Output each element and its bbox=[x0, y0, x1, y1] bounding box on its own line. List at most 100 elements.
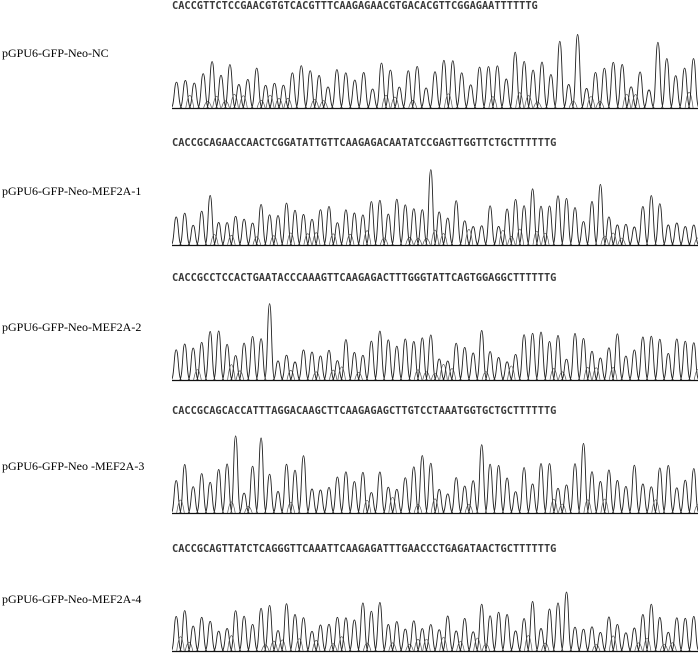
trace-peak bbox=[536, 61, 548, 109]
trace-peak bbox=[569, 626, 581, 652]
trace-minor-peak bbox=[413, 237, 423, 246]
trace-peak bbox=[620, 485, 632, 514]
trace-minor-peak bbox=[515, 92, 525, 109]
trace-peak bbox=[501, 361, 513, 381]
trace-peak bbox=[562, 84, 575, 109]
trace-minor-peak bbox=[568, 100, 578, 109]
trace-peak bbox=[268, 82, 281, 109]
sequence-text: CACCGCAGCACCATTTAGGACAAGCTTCAAGAGAGCTTGT… bbox=[172, 405, 557, 417]
trace-minor-peak bbox=[524, 635, 533, 652]
trace-peak bbox=[382, 624, 395, 652]
trace-minor-peak bbox=[303, 233, 312, 246]
trace-minor-peak bbox=[379, 237, 389, 246]
trace-peak bbox=[484, 351, 496, 381]
trace-peak bbox=[289, 614, 301, 652]
trace-peak bbox=[628, 226, 640, 246]
trace-minor-peak bbox=[319, 100, 328, 109]
trace-peak bbox=[238, 218, 250, 246]
trace-peak bbox=[272, 215, 284, 246]
trace-peak bbox=[365, 340, 378, 381]
trace-peak bbox=[458, 346, 471, 381]
trace-peak bbox=[611, 224, 624, 246]
trace-minor-peak bbox=[286, 501, 295, 514]
trace-peak bbox=[577, 337, 590, 381]
trace-minor-peak bbox=[408, 100, 418, 109]
trace-panel-nc: CACCGTTCTCCGAACGTGTCACGTTTCAAGAGAACGTGAC… bbox=[0, 0, 700, 122]
trace-minor-peak bbox=[447, 368, 457, 381]
trace-panel-mef2a-4: CACCGCAGTTATCTCAGGGTTCAAATTCAAGAGATTTGAA… bbox=[0, 543, 700, 665]
trace-peak bbox=[475, 603, 488, 652]
trace-peak bbox=[501, 208, 513, 246]
trace-peak bbox=[411, 65, 424, 109]
construct-label: pGPU6-GFP-Neo-MEF2A-1 bbox=[2, 184, 142, 198]
trace-peak bbox=[229, 355, 242, 381]
trace-peak bbox=[671, 487, 683, 514]
trace-minor-peak bbox=[634, 642, 643, 652]
trace-peak bbox=[509, 353, 522, 381]
trace-peak bbox=[442, 360, 454, 381]
trace-peak bbox=[204, 331, 216, 381]
trace-peak bbox=[304, 70, 317, 109]
trace-peak bbox=[491, 65, 504, 109]
trace-peak bbox=[289, 209, 301, 246]
trace-minor-peak bbox=[422, 638, 431, 652]
trace-minor-peak bbox=[558, 371, 567, 381]
trace-peak bbox=[229, 435, 242, 514]
trace-peak bbox=[442, 493, 454, 514]
trace-peak bbox=[195, 341, 208, 381]
trace-minor-peak bbox=[362, 230, 372, 246]
trace-minor-peak bbox=[227, 635, 236, 652]
trace-minor-peak bbox=[329, 643, 338, 652]
trace-peak bbox=[331, 616, 344, 652]
trace-minor-peak bbox=[286, 232, 295, 246]
trace-peak bbox=[272, 630, 284, 652]
trace-peak bbox=[535, 331, 547, 381]
trace-peak bbox=[484, 463, 496, 514]
trace-minor-peak bbox=[430, 229, 440, 246]
trace-minor-peak bbox=[221, 100, 230, 109]
trace-peak bbox=[286, 72, 299, 109]
trace-peak bbox=[586, 350, 598, 381]
trace-peak bbox=[662, 631, 674, 652]
trace-peak bbox=[450, 630, 462, 652]
trace-peak bbox=[492, 465, 505, 514]
trace-peak bbox=[607, 61, 620, 109]
trace-peak bbox=[628, 464, 641, 514]
trace-peak bbox=[241, 78, 254, 109]
trace-peak bbox=[277, 84, 290, 109]
trace-peak bbox=[662, 352, 675, 381]
trace-peak bbox=[250, 67, 263, 109]
trace-peak bbox=[429, 71, 441, 109]
trace-peak bbox=[255, 203, 267, 246]
trace-minor-peak bbox=[507, 365, 516, 381]
trace-peak bbox=[280, 463, 293, 514]
trace-minor-peak bbox=[481, 643, 491, 652]
trace-peak bbox=[297, 214, 310, 246]
trace-peak bbox=[535, 628, 547, 652]
trace-peak bbox=[306, 630, 318, 652]
trace-peak bbox=[671, 222, 683, 246]
trace-peak bbox=[172, 480, 182, 514]
trace-peak bbox=[391, 345, 403, 381]
trace-peak bbox=[357, 354, 369, 381]
chromatogram-trace bbox=[172, 169, 698, 247]
trace-peak bbox=[365, 201, 378, 246]
trace-minor-peak bbox=[388, 642, 397, 652]
trace-minor-peak bbox=[541, 232, 550, 246]
trace-peak bbox=[272, 491, 284, 514]
trace-minor-peak bbox=[439, 364, 448, 381]
trace-peak bbox=[671, 338, 683, 381]
trace-minor-peak bbox=[659, 644, 669, 652]
trace-peak bbox=[442, 217, 454, 246]
trace-minor-peak bbox=[481, 371, 491, 381]
trace-peak bbox=[212, 469, 225, 514]
trace-peak bbox=[586, 626, 598, 652]
trace-peak bbox=[297, 455, 310, 514]
trace-peak bbox=[272, 360, 284, 381]
trace-minor-peak bbox=[600, 498, 609, 514]
trace-peak bbox=[594, 357, 607, 381]
trace-peak bbox=[603, 616, 615, 652]
trace-minor-peak bbox=[583, 499, 592, 514]
trace-minor-peak bbox=[642, 637, 652, 652]
trace-minor-peak bbox=[312, 640, 321, 652]
